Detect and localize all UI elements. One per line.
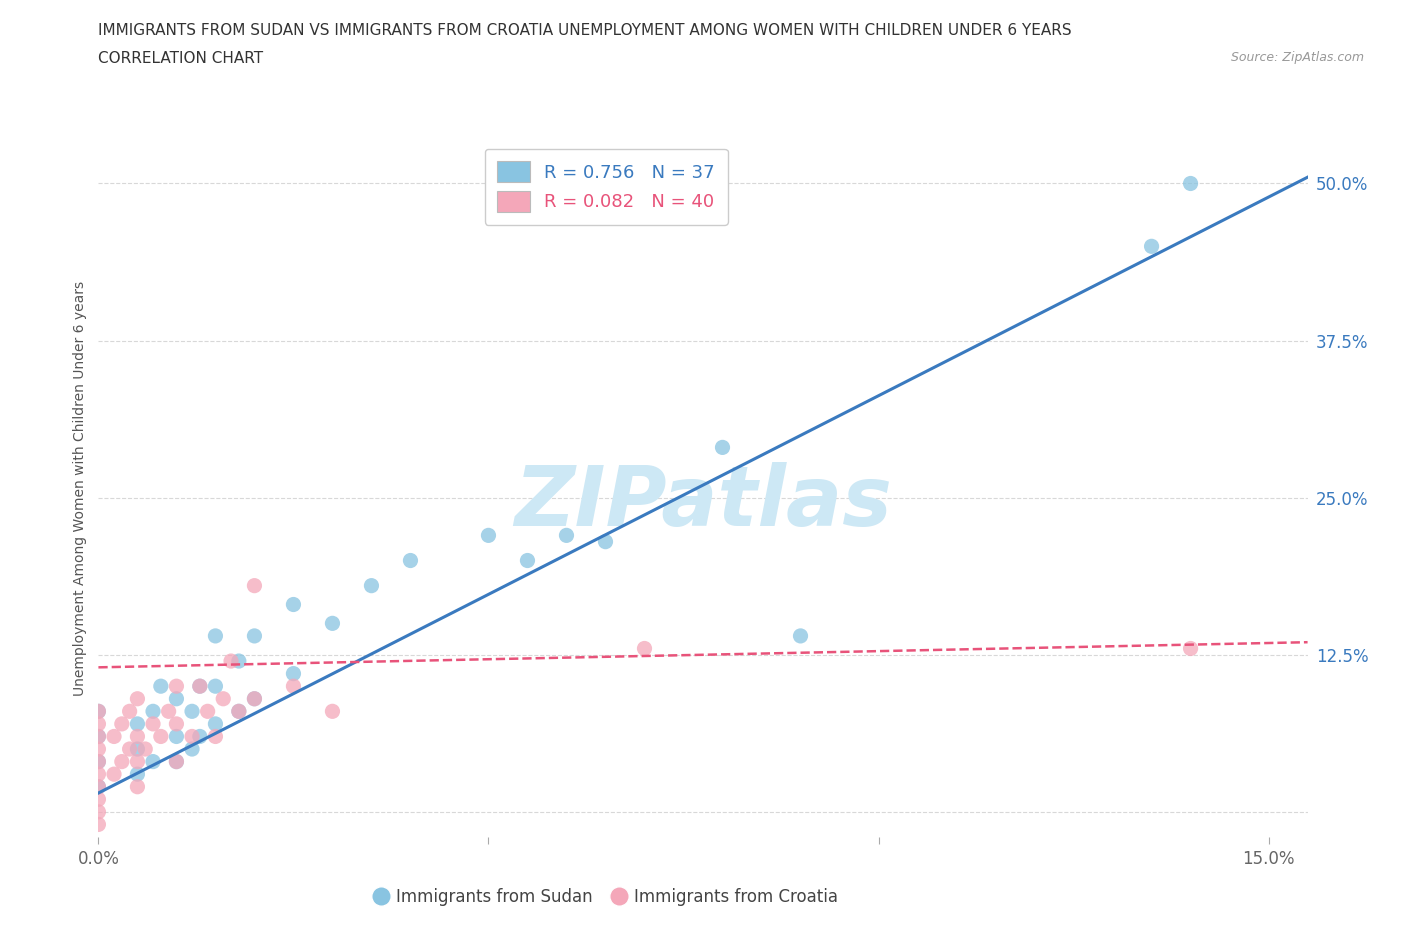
Point xyxy=(118,704,141,719)
Point xyxy=(127,691,149,706)
Point xyxy=(555,528,578,543)
Point xyxy=(127,716,149,731)
Point xyxy=(127,754,149,769)
Point xyxy=(188,679,211,694)
Point xyxy=(204,679,226,694)
Point xyxy=(165,754,187,769)
Point xyxy=(87,766,110,781)
Point xyxy=(87,754,110,769)
Point xyxy=(243,578,266,593)
Point xyxy=(165,754,187,769)
Point xyxy=(118,741,141,756)
Point xyxy=(711,440,734,455)
Point xyxy=(111,716,134,731)
Text: CORRELATION CHART: CORRELATION CHART xyxy=(98,51,263,66)
Point xyxy=(142,716,165,731)
Point xyxy=(360,578,382,593)
Point xyxy=(219,654,242,669)
Point xyxy=(127,766,149,781)
Point xyxy=(87,754,110,769)
Y-axis label: Unemployment Among Women with Children Under 6 years: Unemployment Among Women with Children U… xyxy=(73,281,87,696)
Point xyxy=(149,729,172,744)
Point xyxy=(165,679,187,694)
Point xyxy=(243,629,266,644)
Point xyxy=(188,679,211,694)
Point xyxy=(87,704,110,719)
Point xyxy=(283,679,305,694)
Point xyxy=(204,729,226,744)
Point xyxy=(149,679,172,694)
Point xyxy=(181,741,204,756)
Point xyxy=(1140,239,1163,254)
Point xyxy=(188,729,211,744)
Text: Source: ZipAtlas.com: Source: ZipAtlas.com xyxy=(1230,51,1364,64)
Point xyxy=(142,704,165,719)
Point xyxy=(103,766,125,781)
Legend: Immigrants from Sudan, Immigrants from Croatia: Immigrants from Sudan, Immigrants from C… xyxy=(367,881,845,912)
Point xyxy=(111,754,134,769)
Point xyxy=(87,779,110,794)
Point xyxy=(321,704,343,719)
Point xyxy=(165,729,187,744)
Point xyxy=(181,729,204,744)
Point xyxy=(204,629,226,644)
Point xyxy=(399,553,422,568)
Point xyxy=(87,741,110,756)
Point xyxy=(1180,176,1202,191)
Point xyxy=(87,704,110,719)
Point xyxy=(789,629,811,644)
Point xyxy=(228,704,250,719)
Point xyxy=(87,779,110,794)
Point xyxy=(87,729,110,744)
Point xyxy=(283,597,305,612)
Point xyxy=(1180,641,1202,656)
Point xyxy=(204,716,226,731)
Point xyxy=(228,654,250,669)
Point xyxy=(243,691,266,706)
Point xyxy=(595,534,617,549)
Point xyxy=(516,553,538,568)
Point xyxy=(633,641,655,656)
Point xyxy=(134,741,156,756)
Point xyxy=(243,691,266,706)
Point xyxy=(87,729,110,744)
Point xyxy=(127,741,149,756)
Point xyxy=(165,691,187,706)
Point xyxy=(197,704,219,719)
Point xyxy=(477,528,499,543)
Point xyxy=(228,704,250,719)
Point xyxy=(283,666,305,681)
Text: ZIPatlas: ZIPatlas xyxy=(515,461,891,543)
Point xyxy=(103,729,125,744)
Point xyxy=(127,729,149,744)
Point xyxy=(127,779,149,794)
Point xyxy=(157,704,180,719)
Point xyxy=(87,804,110,819)
Point xyxy=(87,817,110,831)
Point xyxy=(212,691,235,706)
Point xyxy=(165,716,187,731)
Point xyxy=(87,791,110,806)
Point xyxy=(321,616,343,631)
Point xyxy=(142,754,165,769)
Point xyxy=(181,704,204,719)
Point xyxy=(87,716,110,731)
Text: IMMIGRANTS FROM SUDAN VS IMMIGRANTS FROM CROATIA UNEMPLOYMENT AMONG WOMEN WITH C: IMMIGRANTS FROM SUDAN VS IMMIGRANTS FROM… xyxy=(98,23,1071,38)
